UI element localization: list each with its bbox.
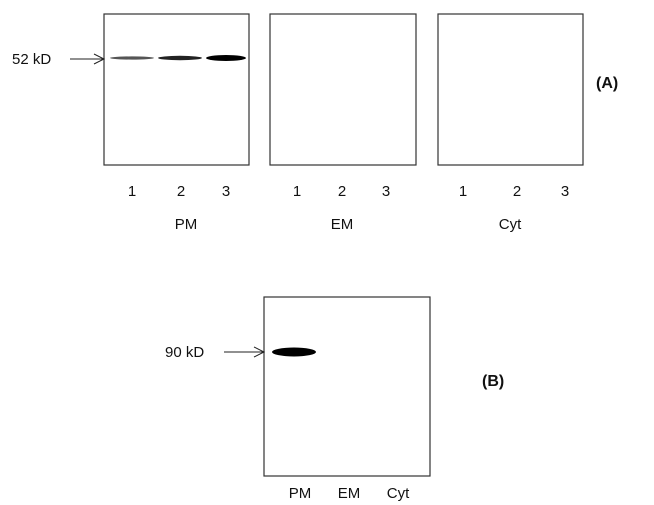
lane-label: 1 <box>459 183 467 200</box>
lane-label: 2 <box>338 183 346 200</box>
lane-label: 3 <box>561 183 569 200</box>
blot-name: Cyt <box>499 216 522 233</box>
lane-label: Cyt <box>387 485 410 502</box>
lane-label: 3 <box>222 183 230 200</box>
band <box>272 348 316 357</box>
panel-label: (B) <box>482 373 504 390</box>
band <box>206 55 246 61</box>
marker-arrow <box>224 347 264 357</box>
marker-arrow <box>70 54 104 64</box>
lane-label: 1 <box>293 183 301 200</box>
band <box>158 56 202 60</box>
lane-label: 2 <box>177 183 185 200</box>
lane-label: EM <box>338 485 361 502</box>
lane-label: 1 <box>128 183 136 200</box>
lane-label: PM <box>289 485 312 502</box>
band <box>110 56 154 59</box>
blot-pm <box>104 14 249 165</box>
blot-b <box>264 297 430 476</box>
marker-label: 90 kD <box>165 344 204 361</box>
blot-name: PM <box>175 216 198 233</box>
lane-label: 2 <box>513 183 521 200</box>
marker-label: 52 kD <box>12 51 51 68</box>
blot-name: EM <box>331 216 354 233</box>
blot-em <box>270 14 416 165</box>
figure: 52 kD (A) 1 2 3 1 2 3 1 2 3 PM EM Cyt 90… <box>0 0 654 505</box>
lane-label: 3 <box>382 183 390 200</box>
blot-cyt <box>438 14 583 165</box>
panel-label: (A) <box>596 75 618 92</box>
